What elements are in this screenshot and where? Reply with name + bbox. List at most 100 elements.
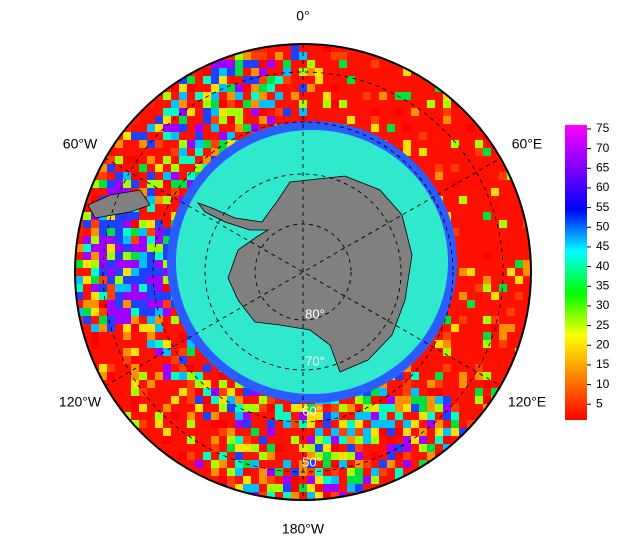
ocean-cell xyxy=(107,252,115,260)
ocean-cell xyxy=(315,436,323,444)
ocean-cell xyxy=(475,372,483,380)
ocean-cell xyxy=(379,60,387,68)
ocean-cell xyxy=(419,84,427,92)
ocean-cell xyxy=(211,84,219,92)
ocean-cell xyxy=(83,244,91,252)
ocean-cell xyxy=(163,308,171,316)
ocean-cell xyxy=(347,452,355,460)
ocean-cell xyxy=(339,428,347,436)
ocean-cell xyxy=(467,140,475,148)
ocean-cell xyxy=(259,412,267,420)
ocean-cell xyxy=(219,428,227,436)
ocean-cell xyxy=(315,492,323,500)
ocean-cell xyxy=(395,460,403,468)
ocean-cell xyxy=(219,140,227,148)
ocean-cell xyxy=(107,348,115,356)
ocean-cell xyxy=(315,76,323,84)
ocean-cell xyxy=(467,188,475,196)
ocean-cell xyxy=(443,324,451,332)
ocean-cell xyxy=(75,292,83,300)
ocean-cell xyxy=(515,228,523,236)
ocean-cell xyxy=(75,236,83,244)
ocean-cell xyxy=(131,356,139,364)
ocean-cell xyxy=(307,52,315,60)
ocean-cell xyxy=(163,220,171,228)
ocean-cell xyxy=(267,396,275,404)
ocean-cell xyxy=(387,68,395,76)
ocean-cell xyxy=(171,92,179,100)
ocean-cell xyxy=(283,476,291,484)
ocean-cell xyxy=(507,316,515,324)
ocean-cell xyxy=(155,404,163,412)
ocean-cell xyxy=(267,76,275,84)
ocean-cell xyxy=(99,220,107,228)
ocean-cell xyxy=(123,252,131,260)
ocean-cell xyxy=(179,124,187,132)
ocean-cell xyxy=(171,156,179,164)
ocean-cell xyxy=(131,244,139,252)
ocean-cell xyxy=(395,372,403,380)
ocean-cell xyxy=(499,220,507,228)
ocean-cell xyxy=(275,436,283,444)
ocean-cell xyxy=(139,404,147,412)
ocean-cell xyxy=(499,332,507,340)
ocean-cell xyxy=(243,412,251,420)
ocean-cell xyxy=(467,404,475,412)
ocean-cell xyxy=(155,300,163,308)
ocean-cell xyxy=(467,180,475,188)
ocean-cell xyxy=(259,84,267,92)
ocean-cell xyxy=(499,236,507,244)
ocean-cell xyxy=(491,164,499,172)
ocean-cell xyxy=(483,180,491,188)
ocean-cell xyxy=(211,380,219,388)
ocean-cell xyxy=(227,60,235,68)
ocean-cell xyxy=(211,100,219,108)
ocean-cell xyxy=(75,244,83,252)
ocean-cell xyxy=(419,356,427,364)
ocean-cell xyxy=(339,116,347,124)
ocean-cell xyxy=(123,236,131,244)
ocean-cell xyxy=(395,124,403,132)
ocean-cell xyxy=(371,84,379,92)
ocean-cell xyxy=(99,292,107,300)
ocean-cell xyxy=(307,100,315,108)
ocean-cell xyxy=(315,444,323,452)
ocean-cell xyxy=(171,172,179,180)
ocean-cell xyxy=(107,180,115,188)
ocean-cell xyxy=(467,300,475,308)
ocean-cell xyxy=(227,428,235,436)
ocean-cell xyxy=(243,428,251,436)
ocean-cell xyxy=(227,380,235,388)
ocean-cell xyxy=(427,108,435,116)
ocean-cell xyxy=(307,460,315,468)
ocean-cell xyxy=(347,428,355,436)
ocean-cell xyxy=(339,436,347,444)
ocean-cell xyxy=(155,380,163,388)
lat-label: 50° xyxy=(302,454,322,469)
ocean-cell xyxy=(507,212,515,220)
ocean-cell xyxy=(187,132,195,140)
ocean-cell xyxy=(483,348,491,356)
ocean-cell xyxy=(467,220,475,228)
ocean-cell xyxy=(387,420,395,428)
ocean-cell xyxy=(219,132,227,140)
ocean-cell xyxy=(179,324,187,332)
ocean-cell xyxy=(419,372,427,380)
ocean-cell xyxy=(435,140,443,148)
ocean-cell xyxy=(195,436,203,444)
ocean-cell xyxy=(395,84,403,92)
ocean-cell xyxy=(379,468,387,476)
ocean-cell xyxy=(139,372,147,380)
ocean-cell xyxy=(259,76,267,84)
ocean-cell xyxy=(115,140,123,148)
ocean-cell xyxy=(283,436,291,444)
ocean-cell xyxy=(251,396,259,404)
ocean-cell xyxy=(355,484,363,492)
ocean-cell xyxy=(371,388,379,396)
ocean-cell xyxy=(459,124,467,132)
ocean-cell xyxy=(123,404,131,412)
ocean-cell xyxy=(475,356,483,364)
ocean-cell xyxy=(331,444,339,452)
ocean-cell xyxy=(491,180,499,188)
ocean-cell xyxy=(467,260,475,268)
